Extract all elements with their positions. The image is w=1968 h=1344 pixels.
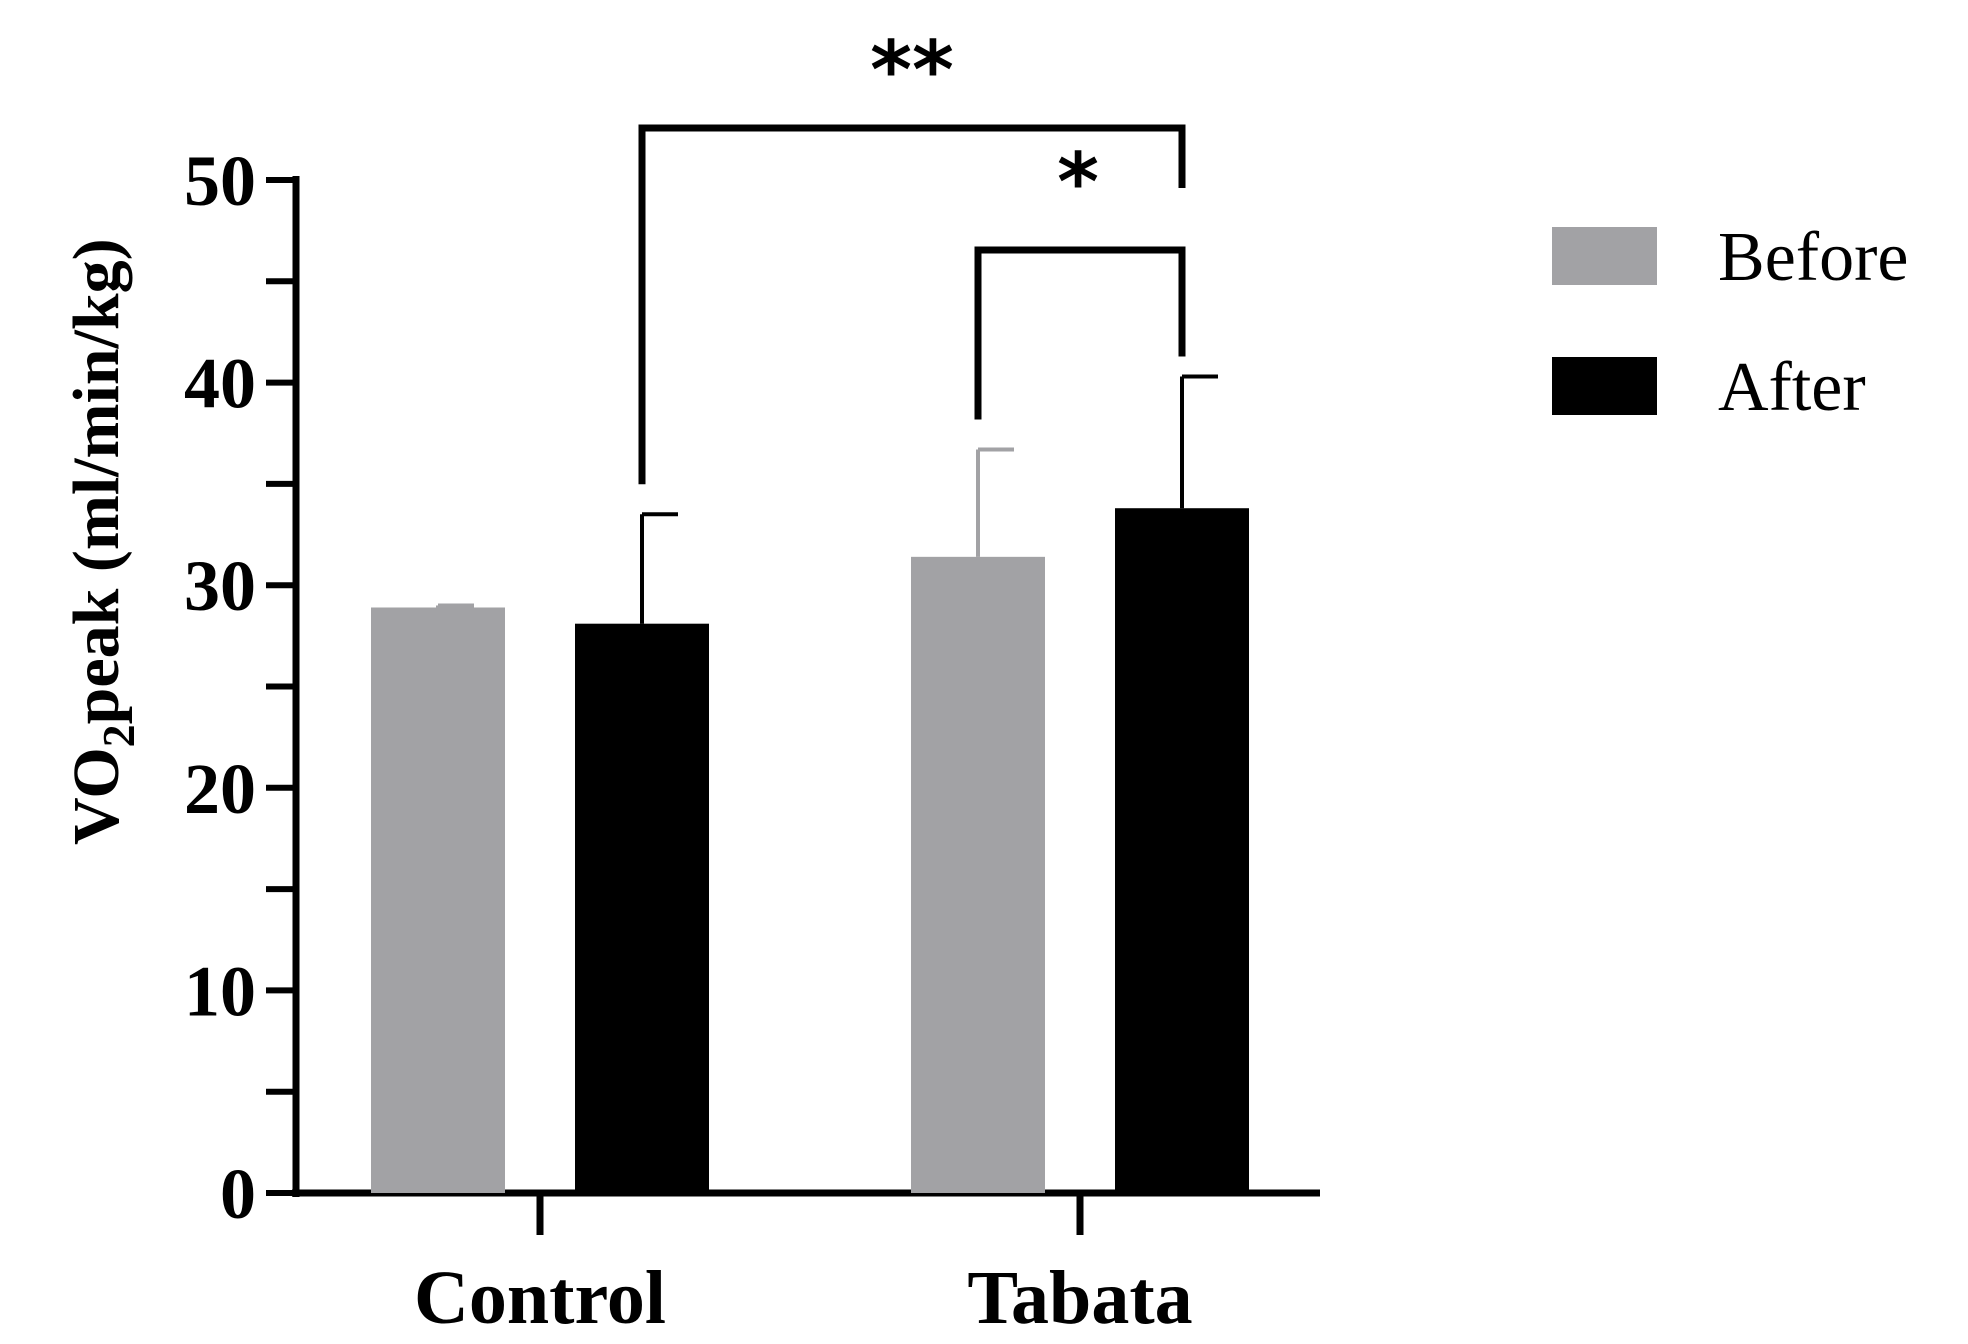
bar [371, 607, 505, 1193]
y-tick-label: 20 [184, 749, 256, 829]
axes: 0 10 20 30 40 50 Control Tabata [184, 141, 1320, 1340]
y-tick-label: 30 [184, 546, 256, 626]
bar [575, 623, 709, 1193]
error-bars [436, 374, 1218, 624]
significance-bracket [638, 124, 1186, 485]
y-tick-label: 10 [184, 951, 256, 1031]
legend-label: Before [1718, 219, 1908, 296]
y-tick-label: 50 [184, 141, 256, 221]
legend-swatch [1552, 227, 1657, 285]
significance-bracket [974, 246, 1186, 420]
significance-label: * [1057, 136, 1099, 229]
bar [911, 556, 1045, 1193]
y-axis-title-subscript: 2 [93, 724, 144, 747]
significance-brackets: *** [638, 24, 1186, 485]
y-axis-title-rest: peak (ml/min/kg) [60, 238, 133, 724]
legend-label: After [1718, 349, 1866, 426]
legend: Before After [1552, 219, 1908, 426]
y-axis-title: VO2peak (ml/min/kg) [60, 238, 144, 845]
x-category-label: Tabata [967, 1256, 1192, 1340]
y-axis-title-main: VO [60, 747, 133, 845]
bar [1115, 508, 1249, 1193]
y-tick-label: 0 [220, 1154, 256, 1234]
bars [371, 508, 1249, 1193]
x-category-label: Control [414, 1256, 666, 1340]
legend-swatch [1552, 357, 1657, 415]
significance-label: ** [870, 24, 954, 117]
y-tick-label: 40 [184, 344, 256, 424]
